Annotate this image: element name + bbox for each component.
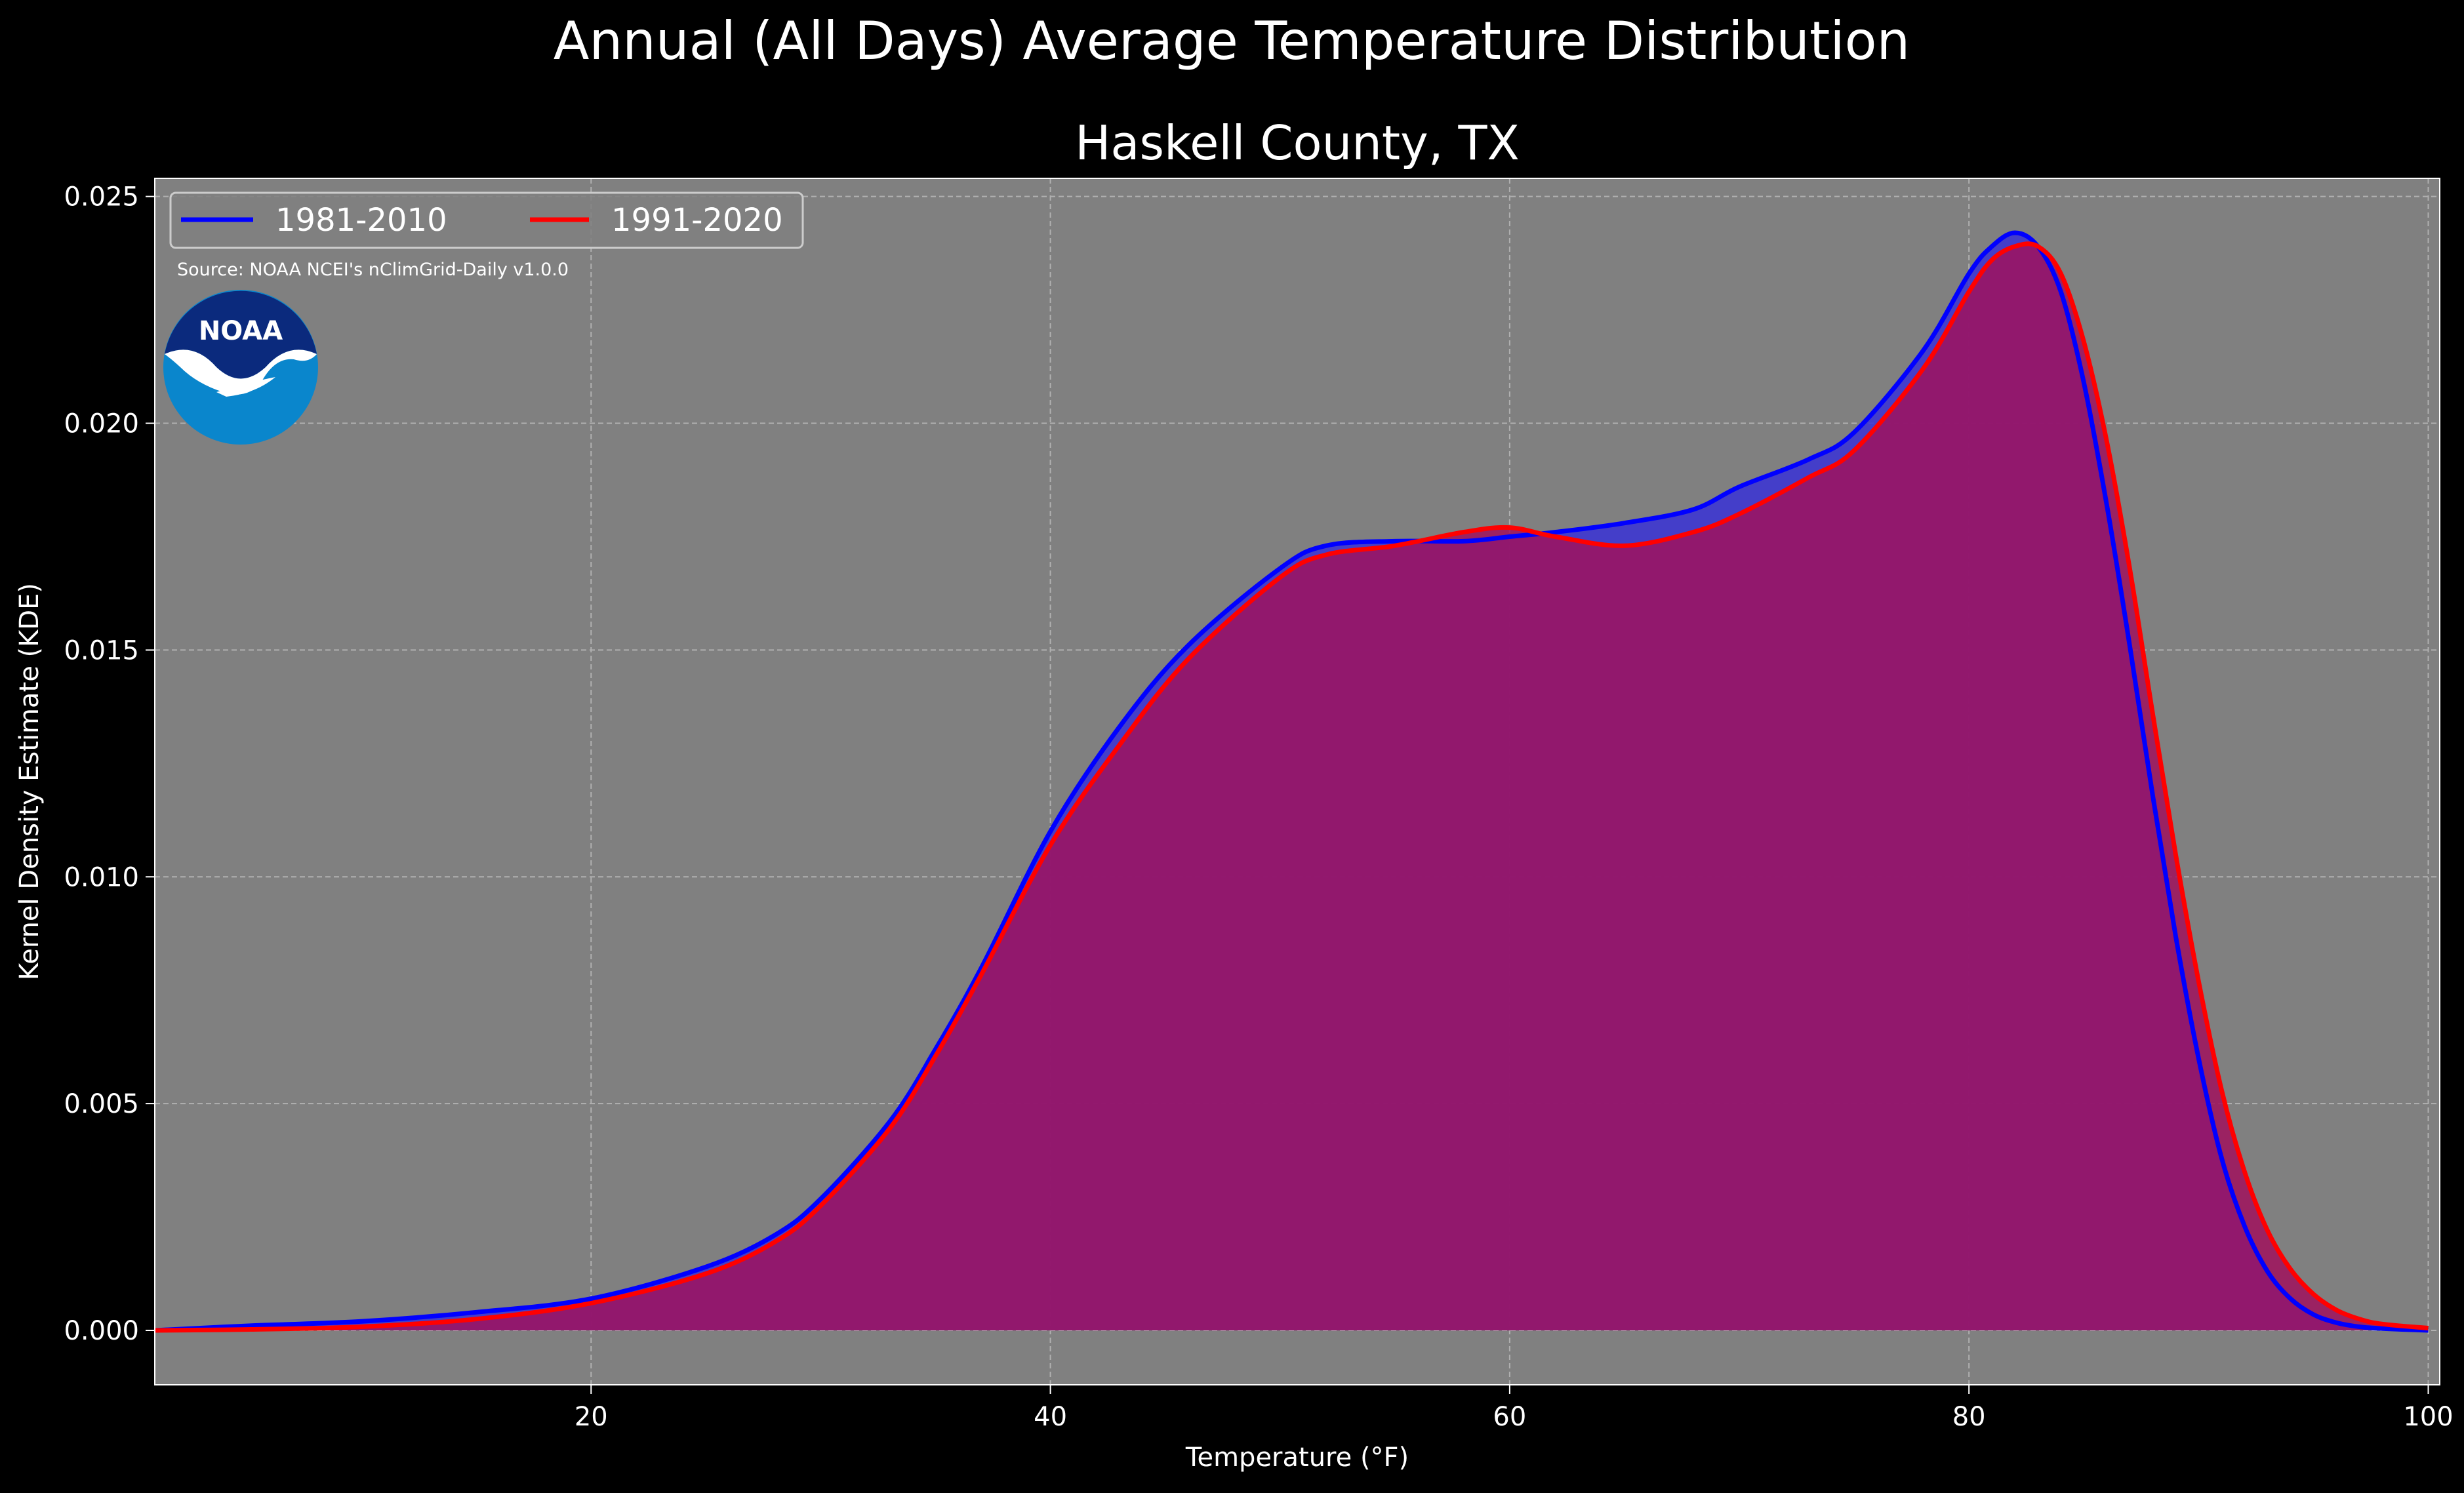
x-axis-label: Temperature (°F) bbox=[1185, 1443, 1409, 1473]
x-tick-label: 80 bbox=[1952, 1402, 1986, 1432]
x-tick-label: 60 bbox=[1493, 1402, 1526, 1432]
source-note: Source: NOAA NCEI's nClimGrid-Daily v1.0… bbox=[177, 260, 569, 280]
y-tick-label: 0.000 bbox=[64, 1316, 139, 1346]
noaa-logo-wing-icon bbox=[216, 377, 275, 397]
noaa-logo-upper-band bbox=[165, 290, 317, 379]
noaa-logo-text: NOAA bbox=[199, 316, 283, 346]
noaa-logo-seagull-icon bbox=[165, 349, 317, 395]
series-fill-1991-2020 bbox=[155, 243, 2429, 1330]
series-lines bbox=[154, 230, 2429, 1333]
y-axis-ticks: 0.000 0.005 0.010 0.015 0.020 0.025 bbox=[64, 182, 155, 1346]
y-tick-label: 0.025 bbox=[64, 182, 139, 212]
x-tick-label: 20 bbox=[575, 1402, 608, 1432]
series-line-1991-2020 bbox=[154, 241, 2429, 1333]
noaa-logo: NOAA bbox=[163, 290, 318, 445]
y-tick-label: 0.020 bbox=[64, 409, 139, 439]
series-fills bbox=[155, 233, 2429, 1330]
y-axis-label: Kernel Density Estimate (KDE) bbox=[14, 583, 45, 980]
series-line-1981-2010 bbox=[154, 230, 2429, 1333]
x-axis-ticks: 20 40 60 80 100 bbox=[575, 1385, 2454, 1432]
x-tick-label: 40 bbox=[1034, 1402, 1067, 1432]
legend-entry-1991-2020: 1991-2020 bbox=[611, 202, 783, 239]
chart-suptitle: Annual (All Days) Average Temperature Di… bbox=[554, 10, 1910, 71]
legend: 1981-2010 1991-2020 bbox=[169, 191, 804, 249]
y-tick-label: 0.005 bbox=[64, 1089, 139, 1119]
y-tick-label: 0.010 bbox=[64, 862, 139, 892]
y-tick-label: 0.015 bbox=[64, 635, 139, 666]
x-tick-label: 100 bbox=[2403, 1402, 2453, 1432]
chart-title: Haskell County, TX bbox=[1075, 115, 1520, 170]
legend-box bbox=[169, 191, 804, 249]
plot-frame bbox=[154, 178, 2440, 1385]
legend-entry-1981-2010: 1981-2010 bbox=[275, 202, 447, 239]
